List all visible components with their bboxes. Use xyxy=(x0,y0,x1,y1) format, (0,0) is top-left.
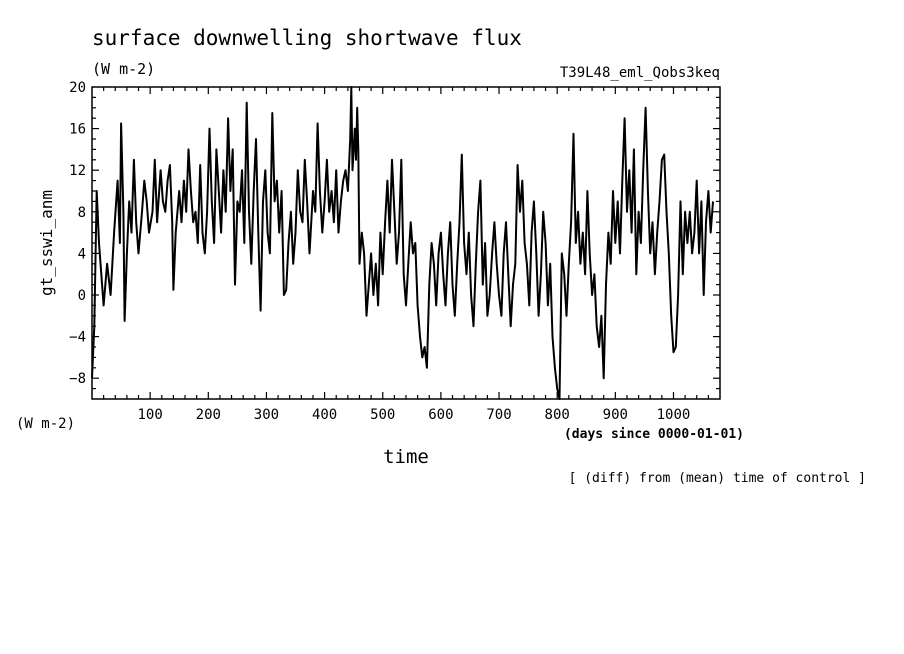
x-ticks: 100 200 300 400 500 600 700 800 900 1000 xyxy=(103,87,709,423)
series-layer xyxy=(91,86,714,400)
units-bottom-left-label: (W m-2) xyxy=(16,416,75,432)
y-tick-label: −4 xyxy=(69,330,86,346)
run-label: T39L48_eml_Qobs3keq xyxy=(560,65,720,81)
x-axis-units-label: (days since 0000-01-01) xyxy=(564,427,744,442)
y-tick-label: −8 xyxy=(69,371,86,387)
y-tick-label: 4 xyxy=(78,246,86,262)
y-axis-label: gt_sswi_anm xyxy=(37,190,56,296)
x-tick-label: 100 xyxy=(137,407,162,423)
y-tick-label: 8 xyxy=(78,205,86,221)
y-ticks: −8 −4 0 4 8 12 16 20 xyxy=(69,80,720,390)
x-tick-label: 700 xyxy=(486,407,511,423)
units-top-label: (W m-2) xyxy=(92,60,155,78)
y-tick-label: 16 xyxy=(69,122,86,138)
series-line xyxy=(91,86,714,400)
x-tick-label: 200 xyxy=(196,407,221,423)
y-tick-label: 12 xyxy=(69,163,86,179)
y-tick-label: 0 xyxy=(78,288,86,304)
chart-title: surface downwelling shortwave flux xyxy=(92,26,522,50)
x-tick-label: 1000 xyxy=(657,407,691,423)
x-tick-label: 600 xyxy=(428,407,453,423)
x-tick-label: 400 xyxy=(312,407,337,423)
y-tick-label: 20 xyxy=(69,80,86,96)
footnote: [ (diff) from (mean) time of control ] xyxy=(569,471,866,486)
x-tick-label: 900 xyxy=(603,407,628,423)
x-tick-label: 800 xyxy=(545,407,570,423)
x-axis-label: time xyxy=(383,446,429,468)
x-tick-label: 500 xyxy=(370,407,395,423)
x-tick-label: 300 xyxy=(254,407,279,423)
